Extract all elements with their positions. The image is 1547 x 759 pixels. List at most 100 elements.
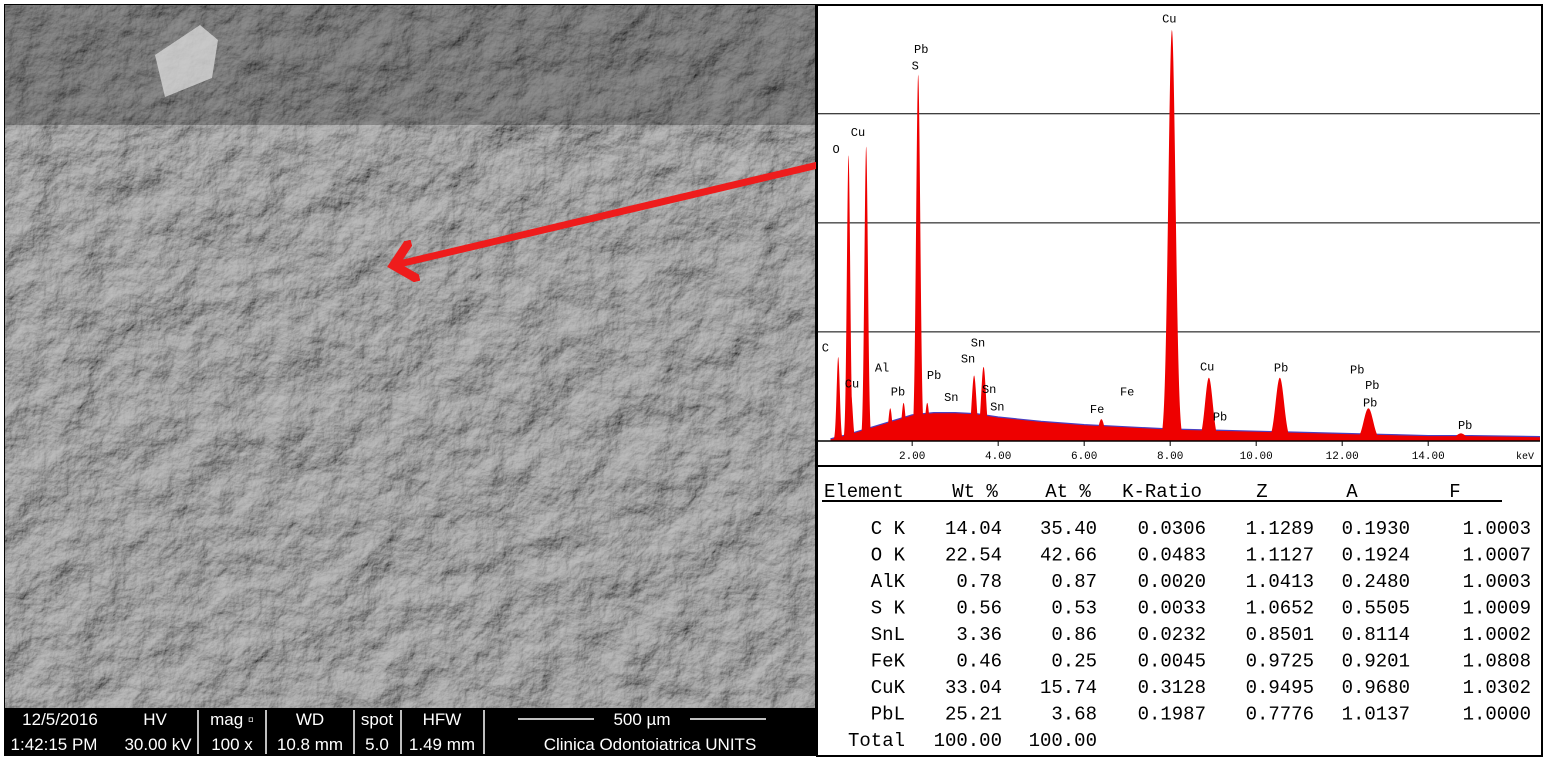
cell: 22.54 (945, 545, 1002, 567)
cell: 0.56 (956, 598, 1002, 620)
spectrum: 2.00 4.00 6.00 8.00 10.00 12.00 14.00 keV Cu Pb S C… (818, 12, 1541, 463)
cell: 1.0808 (1463, 651, 1531, 673)
peak-label: Cu (1162, 12, 1176, 26)
info-text: HV (143, 710, 167, 729)
x-tick-label: 4.00 (985, 451, 1011, 463)
peak-label: Pb (1274, 361, 1288, 375)
x-unit: keV (1516, 451, 1534, 463)
cell: 0.87 (1051, 571, 1097, 593)
cell: 1.1289 (1246, 518, 1314, 540)
cell: 1.0000 (1463, 704, 1531, 726)
cell: 1.0003 (1463, 518, 1531, 540)
peak-label: Pb (1363, 396, 1377, 410)
peak (1262, 377, 1297, 441)
column-header: Element (824, 481, 904, 503)
x-tick-label: 10.00 (1240, 451, 1273, 463)
cell: 0.0232 (1138, 624, 1206, 646)
cell: 1.1127 (1246, 545, 1314, 567)
cell: 0.0020 (1138, 571, 1206, 593)
cell: 3.36 (956, 624, 1002, 646)
peak-label: O (832, 143, 839, 157)
info-text: 12/5/2016 (22, 710, 98, 729)
row-label: PbL (871, 704, 905, 726)
row-label: SnL (871, 624, 905, 646)
cell: 0.9495 (1246, 677, 1314, 699)
cell: 0.3128 (1138, 677, 1206, 699)
cell: 35.40 (1040, 518, 1097, 540)
x-tick-label: 8.00 (1157, 451, 1183, 463)
info-dividers (197, 710, 766, 754)
cell: 0.1930 (1342, 518, 1410, 540)
peak-label: Sn (944, 391, 958, 405)
cell: 0.8501 (1246, 624, 1314, 646)
peak-label: Fe (1090, 403, 1104, 417)
cell: 0.0045 (1138, 651, 1206, 673)
peak-label: Al (875, 361, 889, 375)
column-header: A (1346, 481, 1358, 503)
cell: 1.0003 (1463, 571, 1531, 593)
peak (831, 357, 845, 441)
cell: 0.0033 (1138, 598, 1206, 620)
peak-label: Cu (845, 378, 859, 392)
peak-label: C (822, 342, 829, 356)
peak (1349, 408, 1388, 441)
cell: 1.0137 (1342, 704, 1410, 726)
row-label: S K (871, 598, 906, 620)
peak-label: Fe (1120, 385, 1134, 399)
peak (918, 402, 936, 441)
peak (964, 375, 984, 441)
column-header: Wt % (952, 481, 998, 503)
cell: 0.78 (956, 571, 1002, 593)
cell: 0.8114 (1342, 624, 1410, 646)
cell: 0.86 (1051, 624, 1097, 646)
peak (882, 408, 898, 441)
cell: 1.0009 (1463, 598, 1531, 620)
sem-image (5, 5, 815, 708)
peak (1439, 433, 1483, 441)
info-text: WD (296, 710, 324, 729)
peak (1088, 419, 1115, 441)
info-text: 5.0 (365, 735, 389, 754)
cell: 1.0652 (1246, 598, 1314, 620)
cell: 1.0413 (1246, 571, 1314, 593)
column-header: Z (1256, 481, 1267, 503)
x-tick-label: 6.00 (1071, 451, 1097, 463)
peak-label: Pb (927, 369, 941, 383)
peak (973, 366, 994, 441)
scale-label: 500 µm (613, 710, 670, 729)
cell: 100.00 (1029, 730, 1097, 752)
x-tick-label: 2.00 (899, 451, 925, 463)
cell: 0.53 (1051, 598, 1097, 620)
row-label: O K (871, 545, 906, 567)
peak-label: Sn (990, 401, 1004, 415)
peak (895, 402, 912, 441)
info-text: 10.8 mm (277, 735, 343, 754)
row-label: C K (871, 518, 906, 540)
info-text: 1.49 mm (409, 735, 475, 754)
peak-label: Pb (1213, 410, 1227, 424)
peak (841, 155, 856, 442)
peak (844, 395, 858, 441)
cell: 1.0302 (1463, 677, 1531, 699)
peak (909, 74, 927, 441)
row-label: FeK (871, 651, 906, 673)
cell: 42.66 (1040, 545, 1097, 567)
info-text: 100 x (211, 735, 253, 754)
peak (1193, 377, 1225, 441)
row-label: AlK (871, 571, 906, 593)
peak-label: Cu (1200, 360, 1214, 374)
cell: 100.00 (934, 730, 1002, 752)
cell: 0.46 (956, 651, 1002, 673)
cell: 3.68 (1051, 704, 1097, 726)
peak-label: Pb (914, 43, 928, 57)
cell: 33.04 (945, 677, 1002, 699)
row-label: Total (848, 730, 905, 752)
info-bar-bg (5, 708, 815, 756)
info-text: 30.00 kV (124, 735, 192, 754)
peak (1157, 29, 1187, 442)
table: Element Wt % At % K-Ratio Z A F C K 14.04 35.40 0.… (824, 481, 1531, 752)
table-frame (816, 465, 1543, 757)
peak-label: S (912, 59, 919, 73)
info-text: Clinica Odontoiatrica UNITS (544, 735, 757, 754)
